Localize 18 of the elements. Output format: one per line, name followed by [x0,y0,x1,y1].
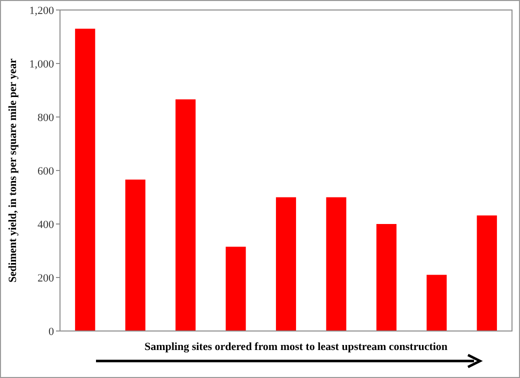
bar [75,28,96,331]
y-tick-label: 1,200 [29,4,54,17]
y-tick-label: 1,000 [29,58,54,70]
y-tick-label: 200 [38,272,54,284]
y-axis-title: Sediment yield, in tons per square mile per year [7,58,19,282]
bar [276,197,296,331]
y-tick-label: 600 [38,165,54,178]
bar [226,246,246,331]
y-tick-label: 800 [38,112,54,124]
bar [426,274,447,331]
bar [376,224,396,331]
bar [476,215,497,331]
y-tick-label: 400 [38,218,54,231]
x-axis-title: Sampling sites ordered from most to least upstream construction [144,341,448,353]
y-tick-label: 0 [48,326,54,338]
bar [125,180,146,331]
bar [176,99,196,331]
bar [326,197,346,331]
